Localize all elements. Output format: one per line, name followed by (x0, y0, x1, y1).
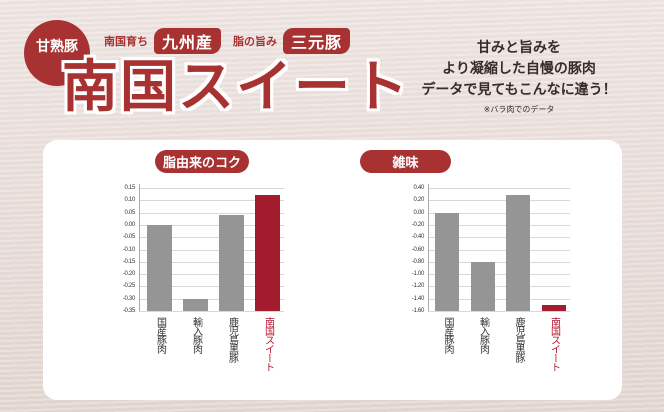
tagline-pill-origin: 九州産 (154, 28, 222, 54)
x-category-label: 南国スイート (262, 317, 274, 371)
y-tick-label: -1.20 (411, 283, 424, 290)
chart-off-flavor: 雑味 0.40 0.20 0.00 -0.20 -0.40 -0.60 -0.80 -1.00… (333, 140, 622, 400)
gridline (428, 311, 570, 312)
gridline (428, 298, 570, 300)
y-tick-label: 0.20 (413, 197, 425, 204)
tagline-prefix-2: 脂の旨み (233, 35, 278, 48)
gridline (139, 261, 284, 263)
gridline (428, 274, 570, 276)
y-tick-label: 0.40 (413, 185, 425, 191)
gridline (139, 249, 284, 251)
copy-line-2: より凝縮した自慢の豚肉 (442, 61, 596, 77)
bar (219, 215, 244, 311)
chart-title: 脂由来のコク (155, 150, 249, 173)
brand-badge: 甘熟豚 (24, 20, 90, 86)
y-tick-label: 0.00 (124, 221, 136, 228)
y-tick-label: -0.20 (122, 271, 135, 278)
copy-line-1: 甘みと旨みを (477, 40, 561, 56)
promo-copy: 甘みと旨みを より凝縮した自慢の豚肉 データで見てもこんなに違う！ ※バラ肉での… (394, 38, 644, 117)
gridline (428, 200, 570, 202)
gridline (428, 286, 570, 288)
bar (147, 224, 172, 311)
y-tick-label: -0.20 (411, 221, 424, 228)
x-category-label: 国産豚肉 (154, 317, 166, 353)
y-tick-label: -0.25 (122, 283, 135, 290)
gridline (139, 188, 284, 189)
y-tick-label: 0.10 (124, 197, 136, 204)
gridline (139, 311, 284, 312)
gridline (139, 212, 284, 214)
tagline-prefix-1: 南国育ち (104, 35, 148, 48)
gridline (139, 237, 284, 239)
x-category-label: 国産豚肉 (442, 317, 453, 353)
copy-line-3: データで見てもこんなに違う！ (421, 82, 617, 98)
bar (541, 304, 566, 311)
chart-title: 雑味 (360, 150, 451, 173)
y-tick-label: -0.35 (122, 308, 135, 314)
x-category-label: 鹿児島黒豚 (513, 317, 524, 362)
bar (470, 261, 495, 311)
gridline (139, 274, 284, 276)
x-category-label: 輸入豚肉 (190, 317, 202, 353)
bar (255, 195, 280, 311)
copy-note: ※バラ肉でのデータ (483, 105, 555, 114)
y-tick-label: -0.30 (122, 295, 135, 302)
bar (183, 298, 208, 311)
y-axis-line (428, 184, 429, 311)
gridline (428, 188, 570, 189)
product-title: 南国スイート (62, 55, 410, 120)
y-tick-label: -0.15 (122, 258, 135, 265)
gridline (139, 286, 284, 288)
y-tick-label: 0.05 (124, 209, 136, 216)
y-tick-label: 0.15 (124, 185, 136, 191)
chart-richness: 脂由来のコク 0.15 0.10 0.05 0.00 -0.05 -0.10 -0.15 -0… (43, 140, 333, 400)
gridline (428, 224, 570, 226)
x-category-label: 南国スイート (548, 317, 560, 371)
y-tick-label: -1.60 (411, 308, 424, 314)
y-tick-label: -1.00 (411, 271, 424, 278)
y-axis-line (139, 184, 140, 311)
gridline (139, 224, 284, 226)
y-tick-label: -0.40 (411, 234, 424, 241)
bar (435, 212, 459, 311)
y-tick-label: -0.10 (122, 246, 135, 253)
gridline (428, 249, 570, 251)
x-category-label: 輸入豚肉 (477, 317, 489, 353)
gridline (428, 212, 570, 214)
y-tick-label: -1.40 (411, 295, 424, 302)
y-tick-label: 0.00 (413, 209, 425, 216)
charts-panel: 脂由来のコク 0.15 0.10 0.05 0.00 -0.05 -0.10 -0.15 -0… (43, 140, 622, 400)
gridline (139, 298, 284, 300)
gridline (428, 261, 570, 263)
y-tick-label: -0.80 (411, 258, 424, 265)
y-tick-label: -0.05 (122, 234, 135, 241)
tagline: 南国育ち 九州産 脂の旨み 三元豚 (104, 28, 351, 54)
y-tick-label: -0.60 (411, 246, 424, 253)
tagline-pill-breed: 三元豚 (283, 28, 351, 54)
gridline (428, 237, 570, 239)
x-category-label: 鹿児島黒豚 (226, 317, 238, 362)
gridline (139, 200, 284, 202)
bar (506, 195, 530, 311)
badge-label: 甘熟豚 (36, 39, 78, 55)
